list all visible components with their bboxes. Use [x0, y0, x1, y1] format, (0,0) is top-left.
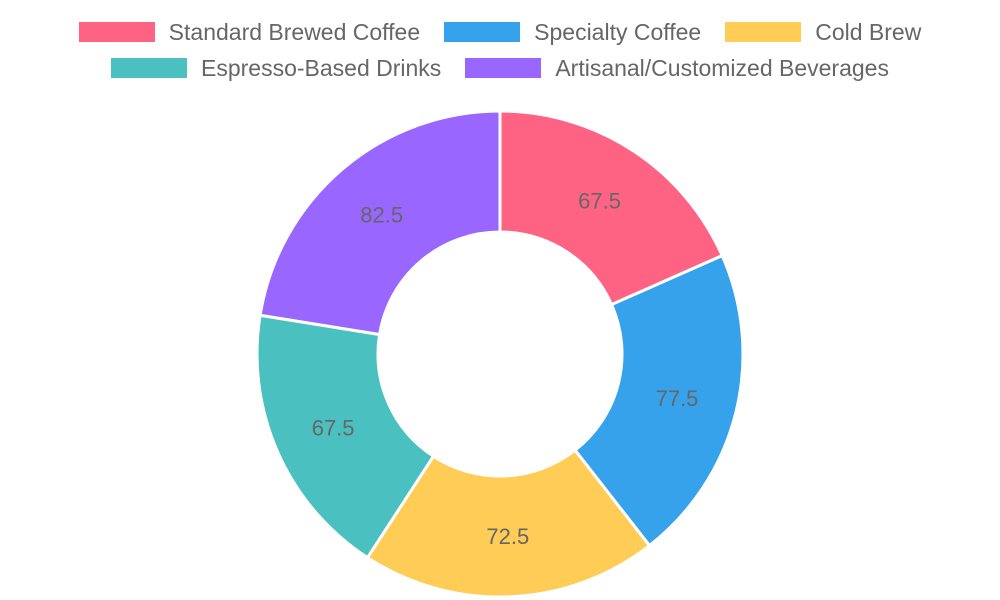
slice-value-label-0: 67.5	[578, 189, 621, 214]
legend-swatch	[465, 58, 542, 78]
slice-value-label-4: 82.5	[360, 203, 403, 228]
legend-label: Standard Brewed Coffee	[168, 18, 421, 45]
slice-value-label-1: 77.5	[656, 386, 699, 411]
legend-label: Artisanal/Customized Beverages	[555, 54, 889, 81]
slice-value-label-2: 72.5	[486, 524, 529, 549]
donut-slice-4[interactable]	[258, 109, 502, 337]
slice-value-label-3: 67.5	[312, 415, 355, 440]
legend-swatch	[725, 22, 802, 42]
donut-slice-1[interactable]	[572, 253, 745, 548]
legend-item-cold-brew[interactable]: Cold Brew	[725, 14, 921, 50]
donut-slice-3[interactable]	[255, 313, 436, 560]
legend-item-standard-brewed-coffee[interactable]: Standard Brewed Coffee	[78, 14, 421, 50]
legend-item-specialty-coffee[interactable]: Specialty Coffee	[444, 14, 701, 50]
legend-swatch	[78, 22, 155, 42]
donut-slice-0[interactable]	[498, 109, 725, 307]
legend-label: Specialty Coffee	[534, 18, 702, 45]
legend-swatch	[111, 58, 187, 78]
legend: Standard Brewed Coffee Specialty Coffee …	[0, 0, 1000, 86]
legend-item-espresso-based-drinks[interactable]: Espresso-Based Drinks	[111, 50, 441, 86]
donut-slice-2[interactable]	[365, 448, 652, 599]
legend-swatch	[444, 22, 521, 42]
legend-item-artisanal-customized-beverages[interactable]: Artisanal/Customized Beverages	[465, 50, 889, 86]
legend-label: Cold Brew	[815, 18, 922, 45]
legend-label: Espresso-Based Drinks	[201, 54, 442, 81]
